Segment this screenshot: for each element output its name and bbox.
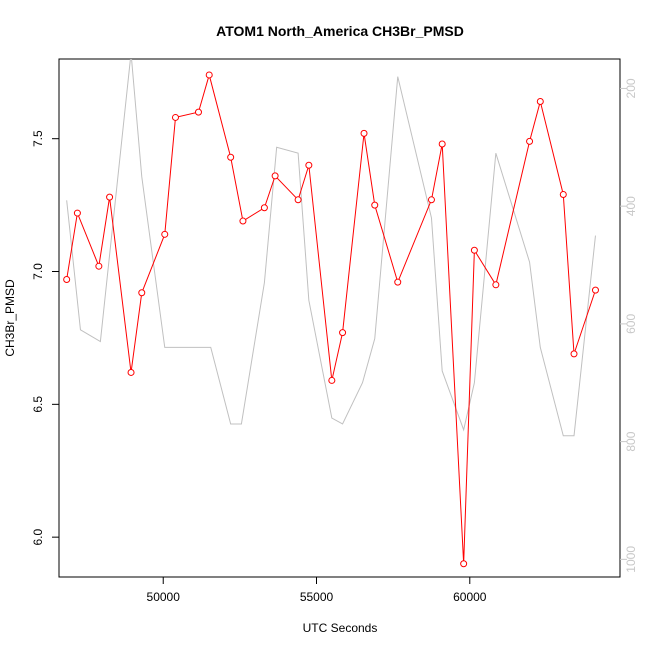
- y2-tick-label: 1000: [624, 546, 638, 573]
- data-point: [205, 71, 213, 79]
- data-point: [526, 137, 534, 145]
- data-point: [559, 190, 567, 198]
- plot-frame: [58, 58, 621, 578]
- data-point: [227, 153, 235, 161]
- x-axis-label: UTC Seconds: [303, 621, 378, 635]
- data-point: [536, 98, 544, 106]
- data-point: [328, 376, 336, 384]
- data-point: [371, 201, 379, 209]
- gray-series-layer: [66, 59, 596, 437]
- y-tick-label: 6.0: [31, 528, 45, 545]
- data-point: [591, 286, 599, 294]
- data-point: [305, 161, 313, 169]
- y-tick-label: 7.0: [31, 263, 45, 280]
- data-point: [171, 113, 179, 121]
- x-tick-label: 50000: [147, 590, 181, 604]
- x-tick-label: 55000: [300, 590, 334, 604]
- data-point: [161, 230, 169, 238]
- data-point: [260, 204, 268, 212]
- data-point: [570, 350, 578, 358]
- data-point: [360, 129, 368, 137]
- data-point: [127, 368, 135, 376]
- y2-tick-label: 200: [624, 78, 638, 98]
- data-point: [194, 108, 202, 116]
- data-point: [63, 275, 71, 283]
- data-point: [394, 278, 402, 286]
- data-point: [492, 281, 500, 289]
- data-point: [460, 560, 468, 568]
- y2-tick-label: 600: [624, 314, 638, 334]
- data-point: [73, 209, 81, 217]
- data-point: [339, 329, 347, 337]
- data-point: [138, 289, 146, 297]
- y-tick-label: 6.5: [31, 396, 45, 413]
- red-series-layer: [63, 71, 599, 568]
- data-point: [271, 172, 279, 180]
- data-point: [239, 217, 247, 225]
- y-axis-label: CH3Br_PMSD: [3, 279, 17, 357]
- y2-tick-label: 800: [624, 431, 638, 451]
- gray-series-line: [66, 59, 596, 437]
- x-tick-label: 60000: [453, 590, 487, 604]
- chart-title: ATOM1 North_America CH3Br_PMSD: [216, 23, 464, 39]
- data-point: [427, 196, 435, 204]
- data-point: [95, 262, 103, 270]
- data-point: [470, 246, 478, 254]
- data-point: [106, 193, 114, 201]
- data-point: [294, 196, 302, 204]
- data-point: [438, 140, 446, 148]
- axes-layer: 50000 55000 60000 6.0 6.5 7.0 7.5 200 400 600 800 1…: [31, 78, 638, 604]
- y2-tick-label: 400: [624, 196, 638, 216]
- y-tick-label: 7.5: [31, 130, 45, 147]
